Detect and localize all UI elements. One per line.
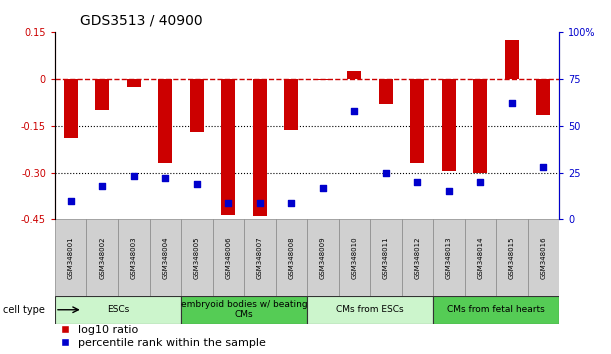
Point: [224, 200, 233, 205]
Bar: [118, 219, 150, 296]
Bar: [221, 79, 235, 215]
Bar: [213, 219, 244, 296]
Text: GSM348012: GSM348012: [414, 236, 420, 279]
Text: ESCs: ESCs: [107, 305, 129, 314]
Text: GSM348008: GSM348008: [288, 236, 295, 279]
Point: [349, 108, 359, 114]
Bar: [189, 79, 204, 132]
Bar: [181, 219, 213, 296]
Bar: [95, 79, 109, 110]
Bar: [276, 219, 307, 296]
Text: GSM348014: GSM348014: [477, 236, 483, 279]
Bar: [379, 79, 393, 104]
Text: GSM348010: GSM348010: [351, 236, 357, 279]
Bar: [433, 219, 464, 296]
Point: [97, 183, 107, 189]
Bar: [158, 79, 172, 163]
Point: [255, 200, 265, 205]
Bar: [244, 219, 276, 296]
Point: [129, 173, 139, 179]
Text: CMs from ESCs: CMs from ESCs: [336, 305, 404, 314]
Text: GSM348006: GSM348006: [225, 236, 232, 279]
Bar: [307, 296, 433, 324]
Bar: [370, 219, 401, 296]
Text: GSM348003: GSM348003: [131, 236, 137, 279]
Text: GSM348007: GSM348007: [257, 236, 263, 279]
Point: [287, 200, 296, 205]
Legend: log10 ratio, percentile rank within the sample: log10 ratio, percentile rank within the …: [60, 325, 266, 348]
Bar: [464, 219, 496, 296]
Bar: [150, 219, 181, 296]
Bar: [181, 296, 307, 324]
Bar: [126, 79, 141, 87]
Bar: [347, 71, 361, 79]
Bar: [55, 219, 87, 296]
Bar: [410, 79, 425, 163]
Text: GSM348016: GSM348016: [540, 236, 546, 279]
Point: [192, 181, 202, 187]
Text: GSM348015: GSM348015: [509, 236, 515, 279]
Text: GSM348013: GSM348013: [446, 236, 452, 279]
Bar: [307, 219, 338, 296]
Bar: [284, 79, 298, 130]
Bar: [473, 79, 488, 172]
Bar: [536, 79, 551, 115]
Point: [412, 179, 422, 185]
Point: [475, 179, 485, 185]
Text: embryoid bodies w/ beating
CMs: embryoid bodies w/ beating CMs: [181, 300, 307, 319]
Bar: [496, 219, 527, 296]
Bar: [87, 219, 118, 296]
Bar: [433, 296, 559, 324]
Text: GSM348011: GSM348011: [382, 236, 389, 279]
Bar: [253, 79, 267, 216]
Point: [507, 100, 517, 106]
Text: CMs from fetal hearts: CMs from fetal hearts: [447, 305, 545, 314]
Text: GSM348002: GSM348002: [99, 236, 105, 279]
Bar: [64, 79, 78, 138]
Text: GSM348001: GSM348001: [68, 236, 74, 279]
Text: cell type: cell type: [3, 305, 45, 315]
Text: GDS3513 / 40900: GDS3513 / 40900: [80, 14, 203, 28]
Point: [381, 170, 390, 175]
Bar: [442, 79, 456, 171]
Point: [538, 164, 548, 170]
Bar: [338, 219, 370, 296]
Point: [444, 188, 454, 194]
Bar: [316, 79, 330, 80]
Point: [318, 185, 327, 190]
Text: GSM348009: GSM348009: [320, 236, 326, 279]
Point: [66, 198, 76, 204]
Text: GSM348004: GSM348004: [163, 236, 168, 279]
Bar: [505, 40, 519, 79]
Bar: [55, 296, 181, 324]
Text: GSM348005: GSM348005: [194, 236, 200, 279]
Point: [160, 175, 170, 181]
Bar: [401, 219, 433, 296]
Bar: [527, 219, 559, 296]
